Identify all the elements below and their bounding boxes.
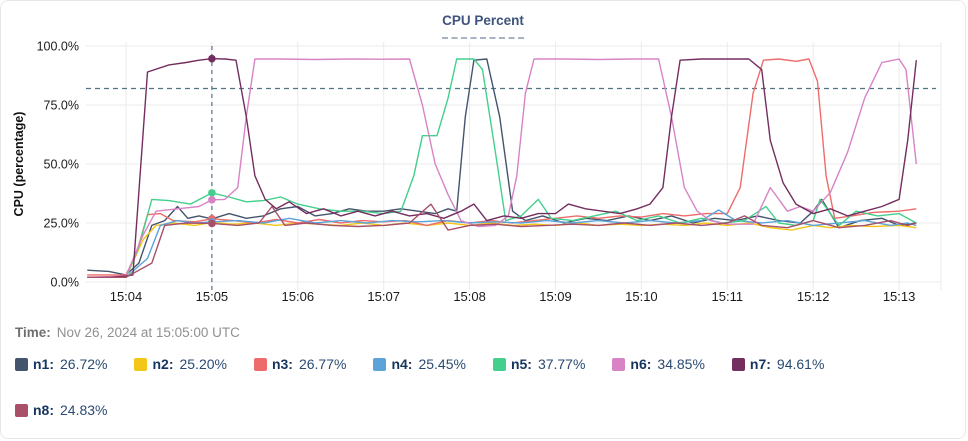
- legend-series-value: 37.77%: [537, 356, 586, 372]
- legend-series-value: 25.45%: [418, 356, 466, 372]
- chart-footer: Time: Nov 26, 2024 at 15:05:00 UTC n1: 26.…: [1, 325, 965, 418]
- legend-series-name: n4:: [391, 356, 413, 372]
- legend-swatch-n4: [373, 357, 387, 371]
- legend-swatch-n7: [731, 357, 745, 371]
- series-line-n5: [87, 58, 917, 279]
- legend-item-n8[interactable]: n8: 24.83%: [15, 402, 107, 418]
- legend-series-name: n7:: [749, 356, 771, 372]
- legend-swatch-n1: [15, 357, 28, 371]
- legend-series-name: n8:: [33, 402, 54, 418]
- chart-title[interactable]: CPU Percent: [442, 13, 524, 39]
- legend-swatch-n6: [612, 357, 626, 371]
- legend-item-n5[interactable]: n5: 37.77%: [492, 356, 586, 372]
- marker-dot-n5: [208, 189, 216, 197]
- cpu-percent-chart: 0.0% 25.0% 50.0% 75.0% 100.0% 15:04 15:05 15:06…: [12, 40, 942, 304]
- time-value: Nov 26, 2024 at 15:05:00 UTC: [56, 325, 240, 340]
- y-tick-label: 0.0%: [51, 276, 80, 290]
- plot-area[interactable]: [86, 46, 941, 282]
- time-label: Time:: [15, 325, 51, 340]
- legend-item-n6[interactable]: n6: 34.85%: [612, 356, 705, 372]
- x-tick-label: 15:04: [110, 289, 143, 304]
- legend-item-n1[interactable]: n1: 26.72%: [15, 356, 107, 372]
- x-tick-label: 15:13: [883, 289, 916, 304]
- marker-dot-n7: [208, 54, 216, 63]
- legend-series-name: n1:: [33, 356, 54, 372]
- legend-series-name: n5:: [510, 356, 532, 372]
- y-tick-label: 100.0%: [37, 40, 79, 54]
- series-line-n3: [87, 58, 917, 276]
- legend-series-name: n3:: [271, 356, 293, 372]
- x-tick-label: 15:05: [196, 289, 229, 304]
- time-row: Time: Nov 26, 2024 at 15:05:00 UTC: [15, 325, 951, 340]
- legend-swatch-n3: [253, 357, 267, 371]
- marker-dot-n8: [208, 219, 216, 228]
- legend-series-value: 24.83%: [60, 402, 108, 418]
- series-line-n8: [87, 203, 917, 279]
- legend-series-value: 34.85%: [657, 356, 705, 372]
- x-tick-label: 15:11: [712, 289, 744, 304]
- legend-series-name: n6:: [630, 356, 652, 372]
- legend-swatch-n8: [15, 403, 28, 417]
- legend-series-name: n2:: [152, 356, 174, 372]
- legend-item-n7[interactable]: n7: 94.61%: [731, 356, 825, 372]
- x-tick-label: 15:12: [797, 289, 830, 304]
- x-tick-label: 15:07: [367, 289, 400, 304]
- chart-title-row: CPU Percent: [1, 1, 965, 39]
- y-tick-label: 25.0%: [44, 217, 79, 231]
- series-line-n1: [87, 58, 917, 276]
- legend-series-value: 26.77%: [298, 356, 347, 372]
- legend-series-value: 26.72%: [60, 356, 108, 372]
- y-tick-label: 75.0%: [44, 99, 79, 113]
- legend-series-value: 94.61%: [776, 356, 825, 372]
- series-line-n7: [87, 58, 917, 279]
- x-tick-label: 15:10: [625, 289, 658, 304]
- chart-legend: n1: 26.72% n2: 25.20% n3: 26.77% n4: 25.45% n5: 3…: [15, 356, 951, 418]
- legend-series-value: 25.20%: [179, 356, 227, 372]
- y-tick-label: 50.0%: [44, 158, 79, 172]
- y-axis-title: CPU (percentage): [12, 112, 26, 217]
- x-tick-label: 15:09: [539, 289, 572, 304]
- legend-swatch-n2: [134, 357, 148, 371]
- x-tick-label: 15:08: [453, 289, 486, 304]
- legend-swatch-n5: [492, 357, 506, 371]
- legend-item-n4[interactable]: n4: 25.45%: [373, 356, 466, 372]
- legend-item-n3[interactable]: n3: 26.77%: [253, 356, 347, 372]
- marker-dot-n6: [208, 195, 216, 204]
- x-tick-label: 15:06: [282, 289, 315, 304]
- legend-item-n2[interactable]: n2: 25.20%: [134, 356, 227, 372]
